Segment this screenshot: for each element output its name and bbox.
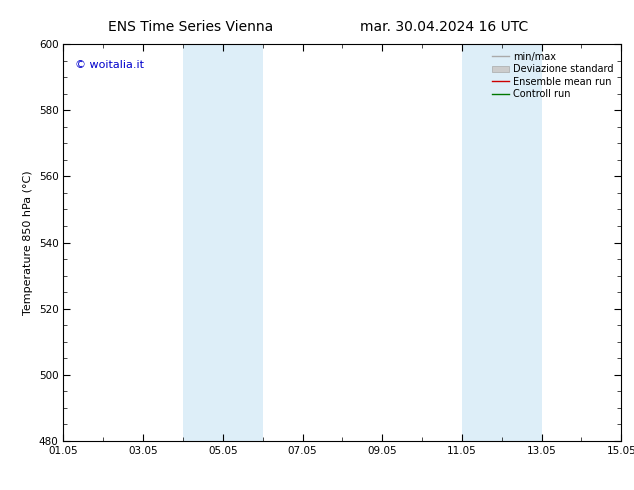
Y-axis label: Temperature 850 hPa (°C): Temperature 850 hPa (°C) (23, 170, 33, 315)
Bar (462, 44, 541, 441)
Text: ENS Time Series Vienna: ENS Time Series Vienna (108, 20, 273, 34)
Text: © woitalia.it: © woitalia.it (75, 60, 143, 70)
Legend: min/max, Deviazione standard, Ensemble mean run, Controll run: min/max, Deviazione standard, Ensemble m… (489, 49, 616, 102)
Bar (183, 44, 262, 441)
Text: mar. 30.04.2024 16 UTC: mar. 30.04.2024 16 UTC (359, 20, 528, 34)
